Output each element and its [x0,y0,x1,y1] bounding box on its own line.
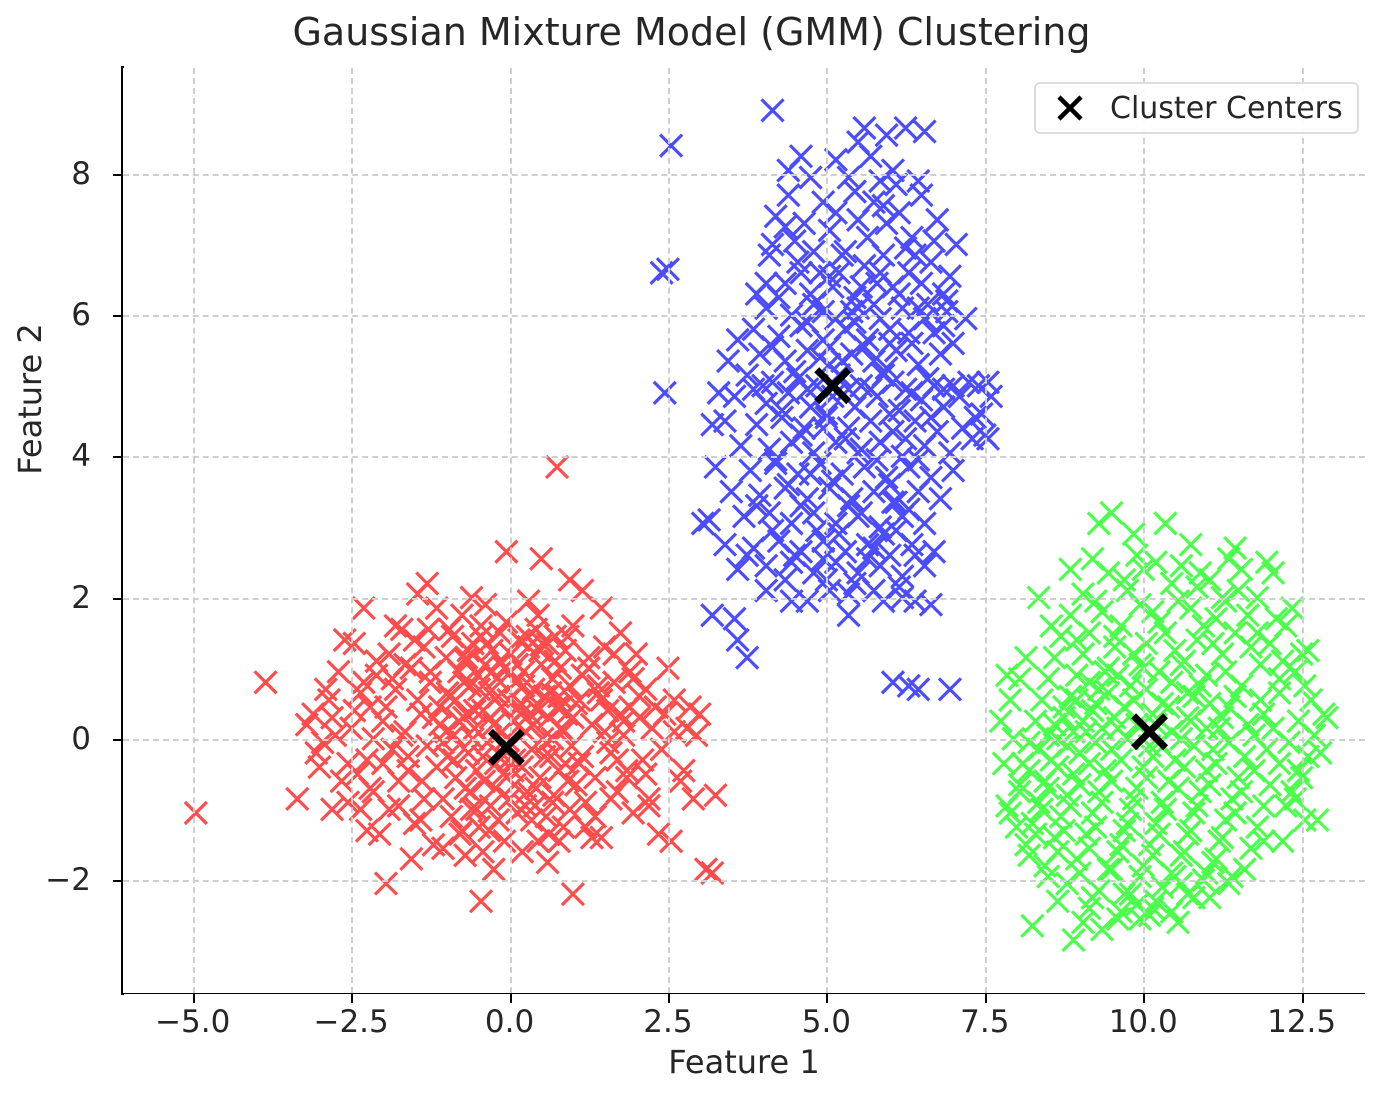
gridline-vertical [192,68,195,993]
x-tick-label: −5.0 [155,1004,231,1040]
chart-title: Gaussian Mixture Model (GMM) Clustering [292,10,1091,54]
legend-label: Cluster Centers [1110,90,1343,126]
scatter-series-cluster-0 [183,454,728,914]
gridline-horizontal [123,597,1365,600]
x-tick-label: 0.0 [484,1004,535,1040]
cluster-center-marker [487,728,525,766]
cluster-centers-layer [487,367,1169,766]
x-tick-mark [1301,993,1304,1003]
cluster-center-marker-icon [1057,95,1083,121]
scatter-points-layer [183,98,1340,953]
gridline-vertical [1301,68,1304,993]
x-tick-label: −2.5 [313,1004,389,1040]
y-tick-label: −2 [45,862,91,899]
plot-area [123,68,1365,993]
gridline-vertical [351,68,354,993]
cluster-center-marker [1131,713,1169,751]
gridline-vertical [984,68,987,993]
y-tick-mark [113,738,123,741]
x-tick-mark [984,993,987,1003]
gridline-vertical [1143,68,1146,993]
x-tick-label: 12.5 [1267,1004,1337,1040]
x-tick-mark [509,993,512,1003]
x-axis-label: Feature 1 [668,1043,820,1081]
y-tick-label: 8 [71,155,91,192]
gridline-horizontal [123,738,1365,741]
x-tick-mark [192,993,195,1003]
y-tick-label: 0 [71,720,91,757]
gridline-horizontal [123,456,1365,459]
gridline-horizontal [123,315,1365,318]
y-tick-mark [113,880,123,883]
scatter-series-cluster-1 [649,98,1004,702]
x-tick-label: 7.5 [960,1004,1010,1040]
x-tick-label: 5.0 [801,1004,852,1040]
x-tick-label: 2.5 [643,1004,693,1040]
y-tick-mark [113,597,123,600]
y-tick-mark [113,456,123,459]
y-tick-label: 4 [71,438,91,475]
gridline-vertical [509,68,512,993]
legend[interactable]: Cluster Centers [1034,82,1359,134]
x-tick-mark [1143,993,1146,1003]
gridline-horizontal [123,880,1365,883]
gridline-horizontal [123,173,1365,176]
y-tick-label: 2 [71,579,91,616]
x-tick-mark [826,993,829,1003]
x-tick-mark [351,993,354,1003]
x-tick-mark [667,993,670,1003]
y-axis-spine [121,66,124,995]
y-tick-mark [113,315,123,318]
cluster-center-marker [814,367,852,405]
y-tick-label: 6 [71,297,91,334]
x-tick-label: 10.0 [1108,1004,1178,1040]
y-axis-label: Feature 2 [11,323,49,475]
gridline-vertical [667,68,670,993]
gridline-vertical [826,68,829,993]
y-tick-mark [113,173,123,176]
